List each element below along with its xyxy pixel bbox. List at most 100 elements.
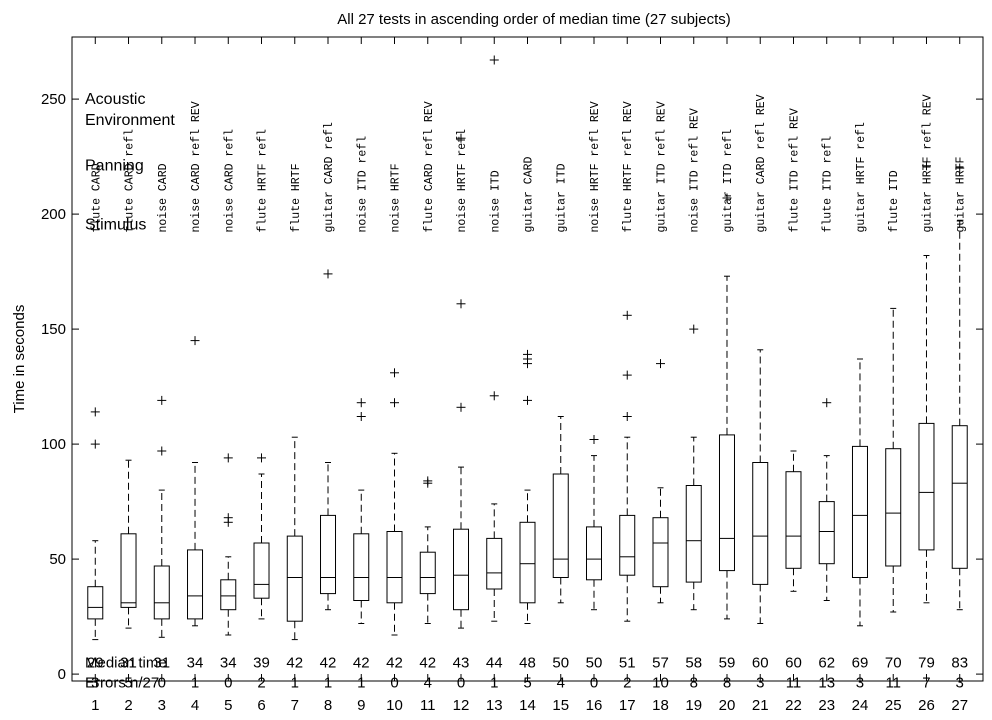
errors-value: 5 <box>523 674 531 691</box>
x-tick-label: 14 <box>519 697 536 714</box>
x-tick-label: 12 <box>453 697 470 714</box>
median-time-value: 48 <box>519 655 536 672</box>
boxplot <box>818 398 835 601</box>
outlier-marker <box>489 55 499 65</box>
boxplot <box>87 407 104 641</box>
x-tick-label: 17 <box>619 697 636 714</box>
outlier-marker <box>622 310 632 320</box>
boxplot <box>718 193 735 620</box>
condition-label: flute HRTF refl <box>257 129 270 233</box>
median-time-value: 42 <box>320 655 337 672</box>
median-time-value: 58 <box>685 655 702 672</box>
outlier-marker <box>90 407 100 417</box>
x-tick-label: 6 <box>257 697 265 714</box>
outlier-marker <box>589 435 599 444</box>
outlier-marker <box>622 370 632 380</box>
condition-label: guitar CARD refl <box>323 122 336 233</box>
box-iqr <box>652 517 669 588</box>
box-iqr <box>353 533 370 601</box>
median-time-value: 62 <box>818 655 835 672</box>
boxplots <box>87 55 968 641</box>
errors-value: 4 <box>424 674 432 691</box>
errors-value: 3 <box>856 674 864 691</box>
condition-label: noise ITD <box>489 170 502 232</box>
row-label-panning: Panning <box>85 158 144 175</box>
x-tick-label: 23 <box>818 697 835 714</box>
y-tick-label: 50 <box>49 551 66 568</box>
boxplot <box>685 324 702 611</box>
condition-label: guitar ITD refl <box>722 129 735 233</box>
boxplot <box>286 436 303 641</box>
box-iqr <box>885 448 902 567</box>
x-tick-label: 18 <box>652 697 669 714</box>
x-tick-label: 13 <box>486 697 503 714</box>
median-time-value: 70 <box>885 655 902 672</box>
outlier-marker <box>356 398 366 408</box>
x-tick-label: 24 <box>852 697 869 714</box>
condition-labels: flute CARD flute CARD refl noise CARD noise… <box>90 94 967 232</box>
boxplot <box>885 307 902 613</box>
outlier-marker <box>489 391 499 401</box>
outlier-marker <box>157 446 167 456</box>
outlier-marker <box>655 359 665 369</box>
outlier-marker <box>223 513 233 523</box>
errors-value: 0 <box>390 674 398 691</box>
errors-value: 8 <box>723 674 731 691</box>
condition-label: flute CARD <box>90 163 103 232</box>
outlier-marker <box>323 269 333 279</box>
x-tick-label: 7 <box>291 697 299 714</box>
box-iqr <box>386 531 403 604</box>
condition-label: guitar CARD <box>523 156 536 232</box>
box-iqr <box>685 485 702 583</box>
x-tick-label: 20 <box>719 697 736 714</box>
box-iqr <box>87 586 104 620</box>
errors-value: 3 <box>756 674 764 691</box>
boxplot <box>585 435 602 611</box>
x-tick-label: 27 <box>951 697 968 714</box>
box-iqr <box>220 579 237 611</box>
errors-value: 10 <box>652 674 669 691</box>
outlier-marker <box>722 193 732 203</box>
outlier-marker <box>223 453 233 463</box>
errors-value: 2 <box>257 674 265 691</box>
box-iqr <box>453 528 470 611</box>
box-iqr <box>552 473 569 578</box>
condition-label: noise CARD refl REV <box>190 101 203 232</box>
outlier-marker <box>90 439 100 449</box>
median-time-value: 60 <box>785 655 802 672</box>
condition-label: guitar HRTF refl REV <box>921 94 934 232</box>
median-time-value: 51 <box>619 655 636 672</box>
errors-value: 3 <box>91 674 99 691</box>
condition-label: noise ITD refl REV <box>689 108 702 232</box>
boxplot <box>519 349 536 624</box>
box-iqr <box>918 422 935 551</box>
condition-label: guitar ITD refl REV <box>655 101 668 232</box>
condition-label: noise CARD <box>157 163 170 232</box>
median-time-value: 42 <box>353 655 370 672</box>
outlier-marker <box>523 349 532 359</box>
boxplot <box>918 161 935 604</box>
x-tick-label: 9 <box>357 697 365 714</box>
row-label-median: Median time <box>85 655 167 672</box>
median-time-value: 34 <box>220 655 237 672</box>
condition-label: noise HRTF refl REV <box>589 101 602 232</box>
box-iqr <box>951 425 968 569</box>
median-time-value: 39 <box>253 655 270 672</box>
condition-label: flute ITD <box>888 170 901 232</box>
median-time-value: 69 <box>852 655 869 672</box>
box-iqr <box>320 514 337 595</box>
boxplot <box>386 368 403 636</box>
condition-label: flute CARD refl REV <box>423 101 436 232</box>
box-iqr <box>120 533 137 608</box>
condition-label: flute HRTF <box>290 163 303 232</box>
boxplot <box>652 359 669 604</box>
errors-value: 1 <box>191 674 199 691</box>
box-iqr <box>585 526 602 581</box>
errors-value: 0 <box>158 674 166 691</box>
y-tick-label: 250 <box>41 91 66 108</box>
box-iqr <box>486 537 503 590</box>
boxplot <box>320 269 337 611</box>
condition-label: guitar ITD <box>556 163 569 232</box>
median-time-value: 42 <box>419 655 436 672</box>
